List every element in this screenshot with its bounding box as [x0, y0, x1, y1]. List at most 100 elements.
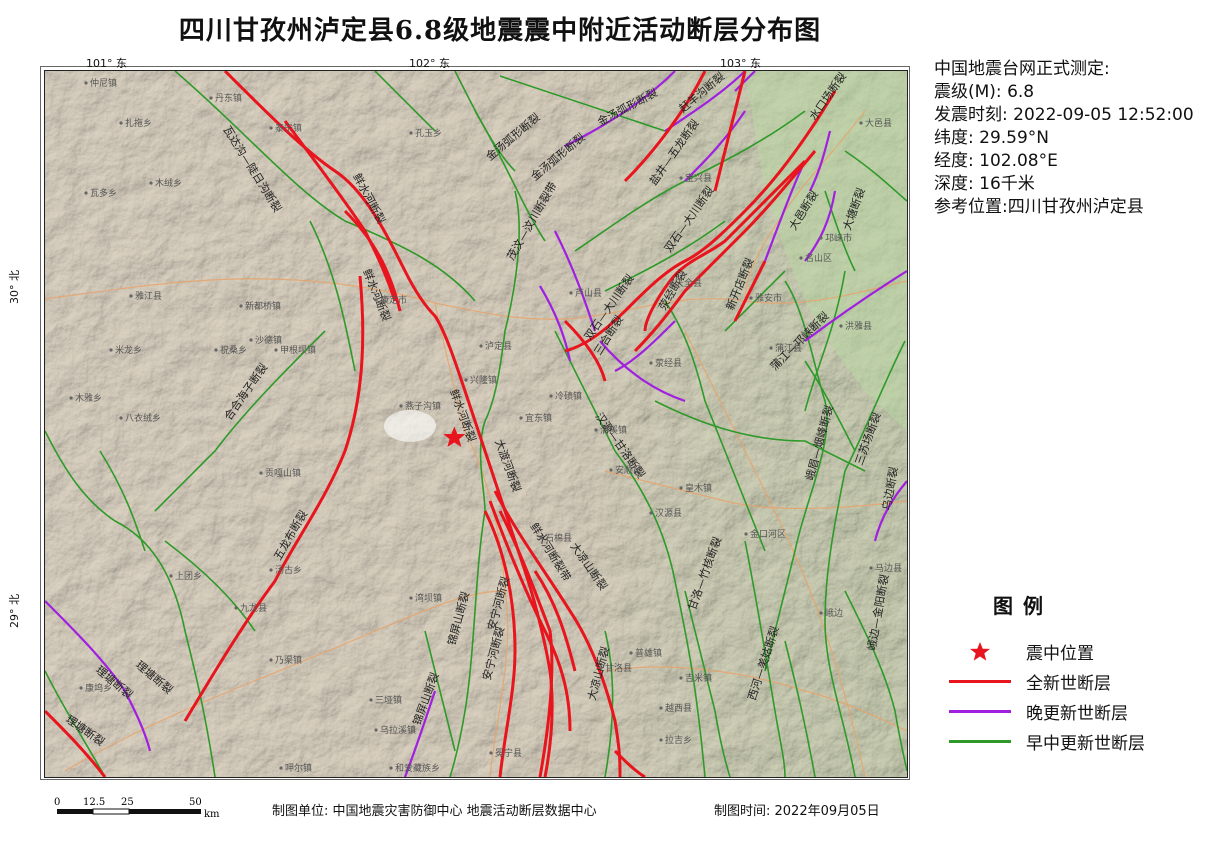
scale-bar: 0 12.5 25 50 km: [50, 795, 230, 829]
epicenter-star-icon[interactable]: [443, 426, 466, 448]
place-name: 米龙乡: [115, 344, 142, 356]
place-marker: 荥经县: [649, 357, 682, 369]
place-name: 泰宁镇: [275, 122, 302, 134]
place-marker: 兴隆镇: [464, 374, 497, 386]
place-dot-icon: [79, 686, 83, 690]
legend-label-late-pleistocene: 晚更新世断层: [1026, 704, 1128, 724]
place-dot-icon: [464, 378, 468, 382]
fault-green-23: [824, 190, 856, 272]
place-marker: 吉米镇: [679, 672, 712, 684]
lat-tick-29: 29° 北: [8, 594, 21, 628]
place-dot-icon: [679, 176, 683, 180]
fault-green-6: [479, 190, 520, 512]
place-name: 康坞乡: [85, 682, 112, 694]
red-line-icon: [949, 680, 1011, 683]
place-dot-icon: [214, 348, 218, 352]
place-marker: 米龙乡: [109, 344, 142, 356]
place-marker: 八衣绒乡: [119, 412, 161, 424]
place-dot-icon: [659, 738, 663, 742]
fault-red-longmen-4: [643, 159, 807, 332]
place-marker: 和爱藏族乡: [389, 762, 440, 774]
fault-red-shuangshi: [633, 150, 817, 353]
place-marker: 安顺场: [609, 464, 642, 476]
place-name: 仲尼镇: [90, 77, 117, 89]
place-dot-icon: [409, 131, 413, 135]
place-name: 燕子沟镇: [405, 400, 441, 412]
fault-red-8: [733, 260, 767, 322]
place-dot-icon: [239, 304, 243, 308]
place-name: 越西县: [665, 702, 692, 714]
place-dot-icon: [369, 698, 373, 702]
place-marker: 康定市: [374, 294, 407, 306]
fault-green-16: [664, 300, 766, 552]
fault-green-7: [449, 510, 486, 777]
map-area[interactable]: 瓦达沟—陡日沟断裂 鲜水河断裂 鲜水河断裂 鲜水河断裂 金汤弧形断裂 金汤弧形断裂 金汤弧形…: [44, 70, 908, 778]
map-canvas[interactable]: 瓦达沟—陡日沟断裂 鲜水河断裂鲜水河断裂鲜水河断裂金汤弧形断裂金汤弧形断裂金汤弧形…: [45, 71, 907, 777]
scale-segment: [129, 809, 201, 814]
scale-segment: [92, 808, 130, 815]
place-marker: 冷碛镇: [549, 390, 582, 402]
place-marker: 天全县: [669, 277, 702, 289]
place-marker: 乃渠镇: [269, 654, 302, 666]
place-marker: 峨边: [819, 607, 843, 619]
place-dot-icon: [389, 766, 393, 770]
fault-purple-6: [539, 285, 572, 362]
place-dot-icon: [209, 96, 213, 100]
lon-tick-102: 102° 东: [409, 57, 450, 70]
fault-red-longmen-2: [713, 71, 747, 192]
place-dot-icon: [109, 348, 113, 352]
place-marker: 甲根坝镇: [274, 344, 316, 356]
info-longitude: 经度: 102.08°E: [934, 151, 1058, 171]
snow-area: [384, 410, 436, 442]
lat-tick-30: 30° 北: [8, 270, 21, 304]
place-marker: 呷尔镇: [279, 762, 312, 774]
fault-red-xianshuihe-2: [283, 120, 397, 302]
place-marker: 九龙县: [234, 602, 267, 614]
place-name: 清溪镇: [600, 424, 627, 436]
place-marker: 丹东镇: [209, 92, 242, 104]
place-name: 雅安市: [755, 292, 782, 304]
place-marker: 三垭镇: [369, 694, 402, 706]
fault-green-18: [724, 270, 786, 332]
place-name: 汉源县: [655, 508, 682, 519]
fault-purple-8: [614, 320, 676, 372]
place-name: 贡嘎山镇: [265, 467, 301, 479]
place-marker: 沙德镇: [249, 334, 282, 346]
place-dot-icon: [769, 346, 773, 350]
place-dot-icon: [799, 256, 803, 260]
fault-red-anninghe: [483, 510, 517, 777]
info-time: 发震时刻: 2022-09-05 12:52:00: [934, 105, 1194, 125]
place-name: 雅江县: [135, 290, 162, 302]
fault-green-1: [174, 71, 476, 302]
purple-line-icon: [949, 710, 1011, 713]
fault-green-20: [804, 270, 846, 412]
place-marker: 湾坝镇: [409, 592, 442, 604]
place-dot-icon: [234, 606, 238, 610]
place-name: 甘洛县: [605, 662, 632, 674]
place-marker: 木绒乡: [149, 177, 182, 189]
place-dot-icon: [679, 676, 683, 680]
lon-tick-101: 101° 东: [86, 57, 127, 70]
place-name: 拉吉乡: [665, 734, 692, 746]
place-marker: 瓦多乡: [84, 187, 117, 199]
fault-purple-1: [564, 71, 676, 147]
place-name: 沙德镇: [255, 334, 282, 346]
place-marker: 拉吉乡: [659, 734, 692, 746]
fault-red-5: [498, 510, 554, 777]
place-marker: 蒲江县: [769, 342, 802, 354]
place-name: 冷碛镇: [555, 390, 582, 402]
place-dot-icon: [374, 728, 378, 732]
place-marker: 石棉县: [539, 532, 572, 544]
place-dot-icon: [859, 121, 863, 125]
place-marker: 上团乡: [169, 571, 202, 582]
place-marker: 宝兴县: [679, 172, 712, 184]
place-name: 呷尔镇: [285, 762, 312, 774]
fault-red-sanhe: [563, 319, 607, 382]
fault-green-21: [824, 340, 906, 777]
place-name: 荥经县: [655, 357, 682, 369]
place-dot-icon: [649, 511, 653, 515]
place-name: 汤古乡: [275, 564, 302, 576]
place-dot-icon: [479, 344, 483, 348]
fault-purple-14: [45, 600, 152, 752]
fault-green-27: [844, 590, 907, 772]
